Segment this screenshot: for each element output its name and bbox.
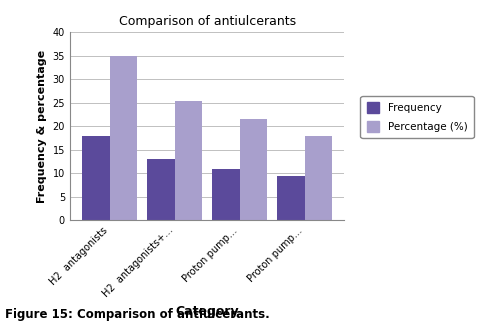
Title: Comparison of antiulcerants: Comparison of antiulcerants	[119, 16, 295, 29]
Legend: Frequency, Percentage (%): Frequency, Percentage (%)	[360, 96, 474, 138]
Bar	[240, 119, 267, 220]
Bar	[277, 176, 304, 220]
Bar	[212, 168, 240, 220]
Bar	[110, 56, 137, 220]
Bar	[147, 159, 175, 220]
Bar	[175, 100, 202, 220]
Bar	[82, 136, 110, 220]
Bar	[304, 136, 332, 220]
Text: Figure 15: Comparison of antiulcerants.: Figure 15: Comparison of antiulcerants.	[5, 308, 270, 321]
X-axis label: Category: Category	[175, 305, 239, 318]
Y-axis label: Frequency & percentage: Frequency & percentage	[37, 50, 47, 203]
